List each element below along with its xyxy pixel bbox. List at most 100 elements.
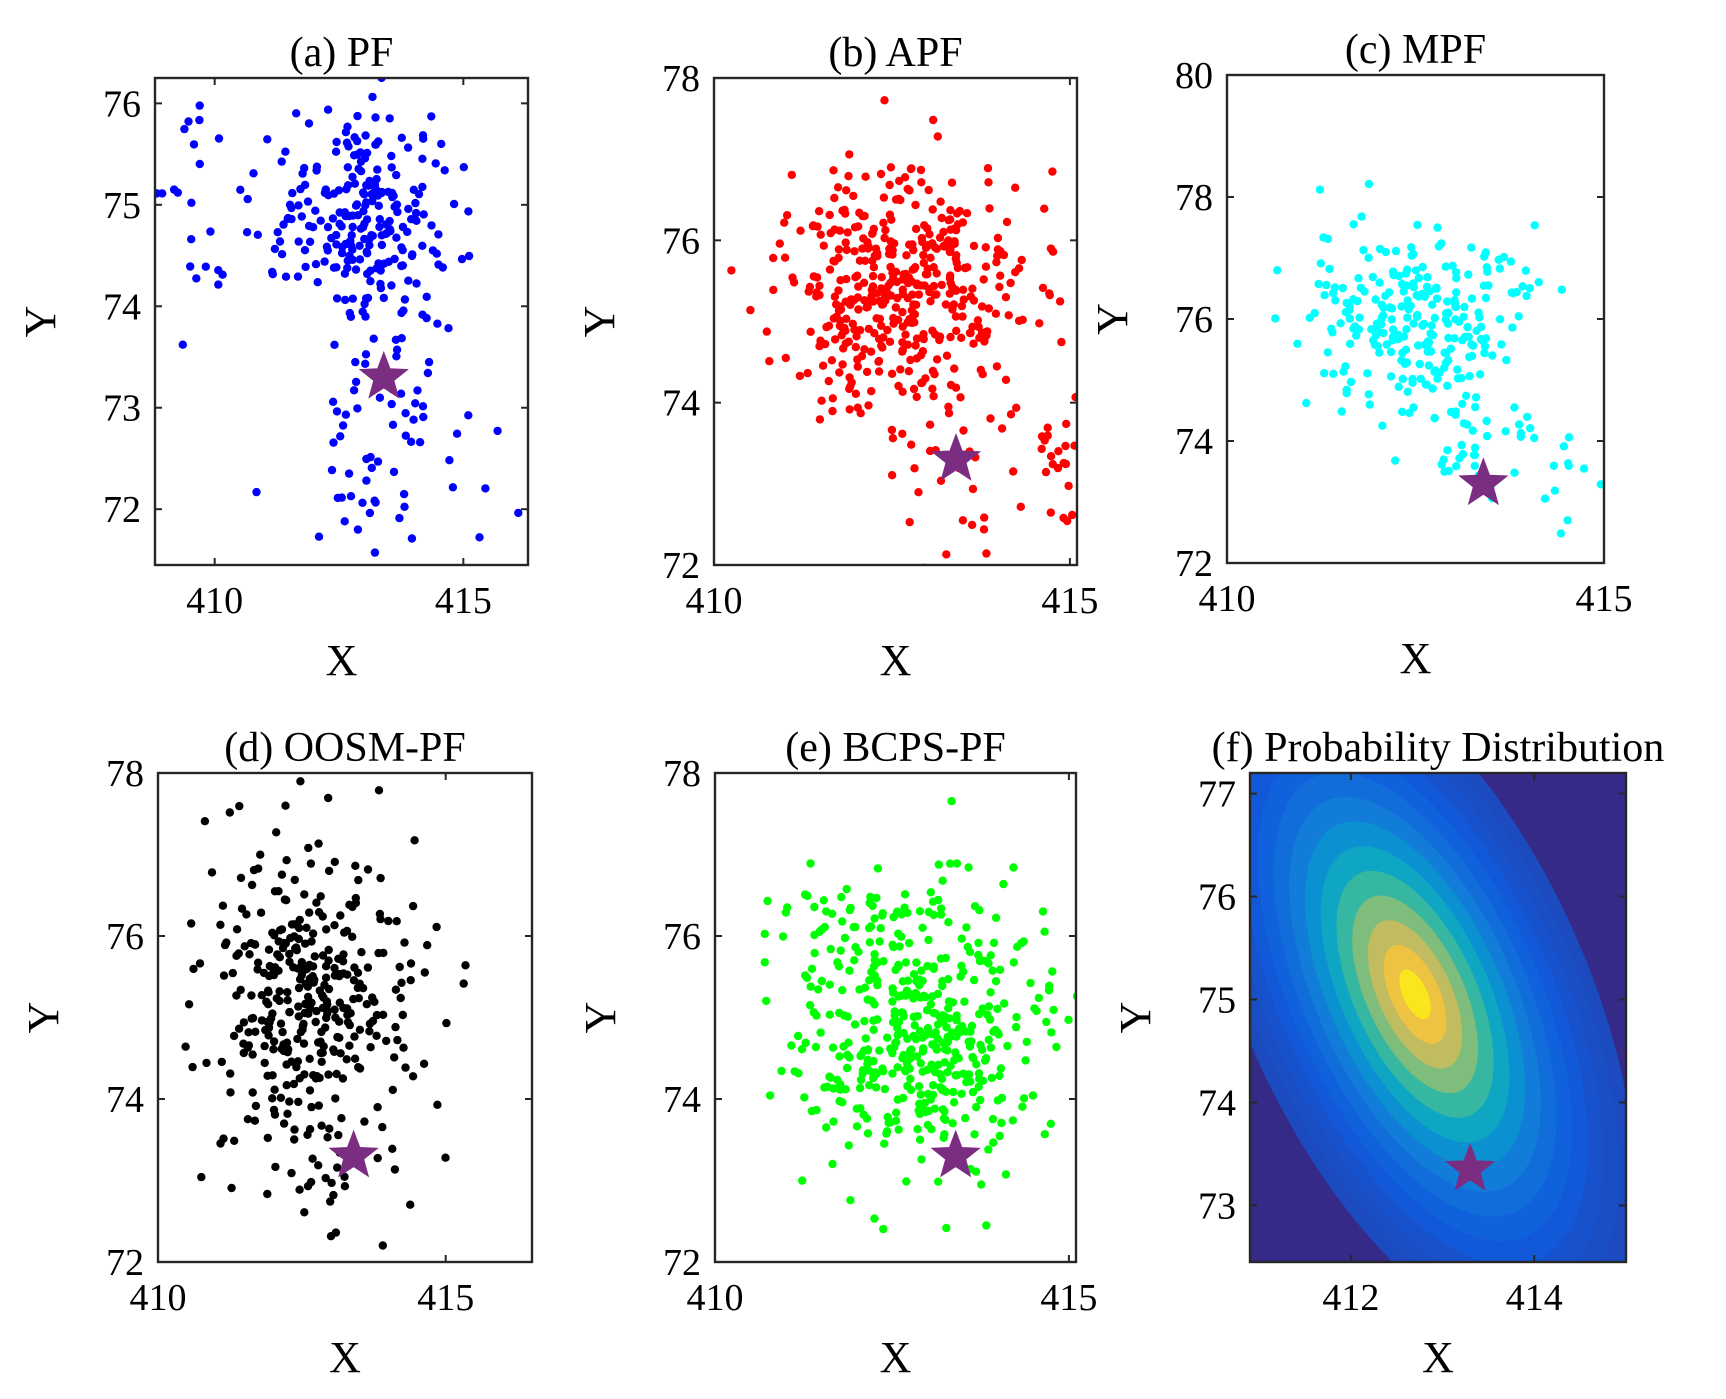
scatter-point — [912, 1052, 922, 1061]
scatter-point — [330, 963, 339, 973]
scatter-point — [874, 367, 884, 376]
x-tick-label: 414 — [1506, 1277, 1563, 1319]
scatter-point — [378, 1122, 387, 1132]
scatter-point — [986, 414, 995, 423]
scatter-point — [1068, 510, 1077, 520]
scatter-point — [912, 281, 922, 290]
scatter-point — [1471, 402, 1480, 412]
scatter-point — [329, 438, 338, 447]
scatter-point — [392, 352, 401, 361]
chart-title: (c) MPF — [1345, 27, 1486, 73]
scatter-point — [880, 1139, 889, 1148]
scatter-point — [400, 502, 409, 511]
scatter-point — [801, 890, 810, 899]
scatter-point — [397, 334, 406, 343]
scatter-point — [844, 171, 853, 181]
scatter-point — [1271, 314, 1280, 323]
scatter-point — [887, 471, 897, 480]
scatter-point — [993, 1096, 1002, 1105]
scatter-point — [240, 942, 249, 951]
scatter-point — [350, 179, 360, 188]
scatter-point — [361, 131, 370, 140]
scatter-point — [1450, 334, 1459, 343]
scatter-point — [232, 991, 241, 1000]
scatter-point — [300, 246, 310, 255]
scatter-point — [232, 925, 242, 934]
scatter-point — [353, 983, 362, 993]
scatter-point — [1364, 253, 1373, 262]
scatter-point — [961, 1113, 970, 1123]
scatter-point — [387, 399, 396, 409]
scatter-point — [206, 227, 215, 236]
scatter-point — [321, 185, 330, 194]
x-tick-label: 415 — [1040, 1277, 1097, 1319]
scatter-point — [905, 938, 914, 948]
scatter-point — [989, 938, 999, 948]
scatter-point — [949, 1098, 959, 1107]
scatter-point — [367, 231, 376, 240]
scatter-point — [329, 1045, 338, 1054]
scatter-point — [1415, 359, 1425, 369]
scatter-point — [822, 907, 831, 916]
scatter-point — [957, 333, 966, 342]
scatter-point — [806, 982, 815, 991]
scatter-point — [801, 971, 810, 980]
scatter-point — [888, 997, 897, 1006]
scatter-point — [1408, 374, 1417, 384]
scatter-point — [917, 233, 927, 243]
scatter-point — [420, 968, 429, 977]
y-axis-label: Y — [19, 1002, 68, 1034]
scatter-point — [841, 238, 850, 247]
x-tick-label: 415 — [417, 1277, 474, 1319]
y-axis-label: Y — [575, 306, 624, 338]
scatter-point — [778, 932, 788, 941]
scatter-point — [1038, 283, 1048, 293]
scatter-point — [277, 157, 286, 166]
scatter-point — [1391, 246, 1401, 256]
scatter-point — [418, 182, 427, 192]
scatter-point — [908, 290, 917, 299]
scatter-point — [433, 319, 442, 328]
scatter-point — [1375, 244, 1385, 254]
scatter-point — [889, 912, 898, 922]
scatter-point — [830, 193, 839, 203]
scatter-point — [283, 988, 292, 997]
scatter-point — [272, 828, 281, 837]
y-tick-label: 77 — [1198, 774, 1236, 816]
scatter-point — [836, 946, 845, 955]
scatter-point — [873, 864, 883, 873]
scatter-point — [1021, 1056, 1030, 1065]
scatter-point — [840, 1011, 849, 1020]
scatter-point — [225, 808, 234, 817]
scatter-point — [850, 1020, 860, 1029]
scatter-point — [406, 1200, 415, 1209]
axes-box — [156, 771, 534, 1264]
scatter-point — [769, 285, 778, 295]
scatter-point — [226, 1069, 235, 1078]
scatter-point — [197, 1172, 206, 1182]
panel-c: 410 415 72 74 76 78 80 (c) MPF X Y — [1088, 27, 1633, 683]
scatter-point — [1443, 446, 1452, 455]
scatter-point — [902, 1177, 911, 1186]
scatter-point — [461, 961, 470, 970]
scatter-point — [1022, 1037, 1031, 1047]
scatter-point — [249, 865, 259, 875]
scatter-point — [287, 1168, 296, 1178]
scatter-point — [818, 361, 828, 370]
scatter-point — [355, 1025, 365, 1035]
scatter-point — [952, 859, 962, 868]
scatter-point — [809, 1008, 818, 1017]
scatter-point — [932, 244, 941, 253]
scatter-point — [984, 1035, 993, 1045]
scatter-point — [398, 246, 407, 255]
scatter-point — [279, 1119, 289, 1128]
scatter-point — [897, 910, 906, 919]
scatter-point — [917, 1155, 926, 1164]
scatter-point — [1442, 349, 1451, 358]
scatter-point — [431, 159, 440, 168]
scatter-point — [865, 938, 874, 947]
scatter-point — [307, 937, 316, 946]
scatter-point — [1526, 424, 1535, 433]
y-tick-label: 78 — [662, 58, 700, 100]
scatter-point — [377, 240, 387, 250]
